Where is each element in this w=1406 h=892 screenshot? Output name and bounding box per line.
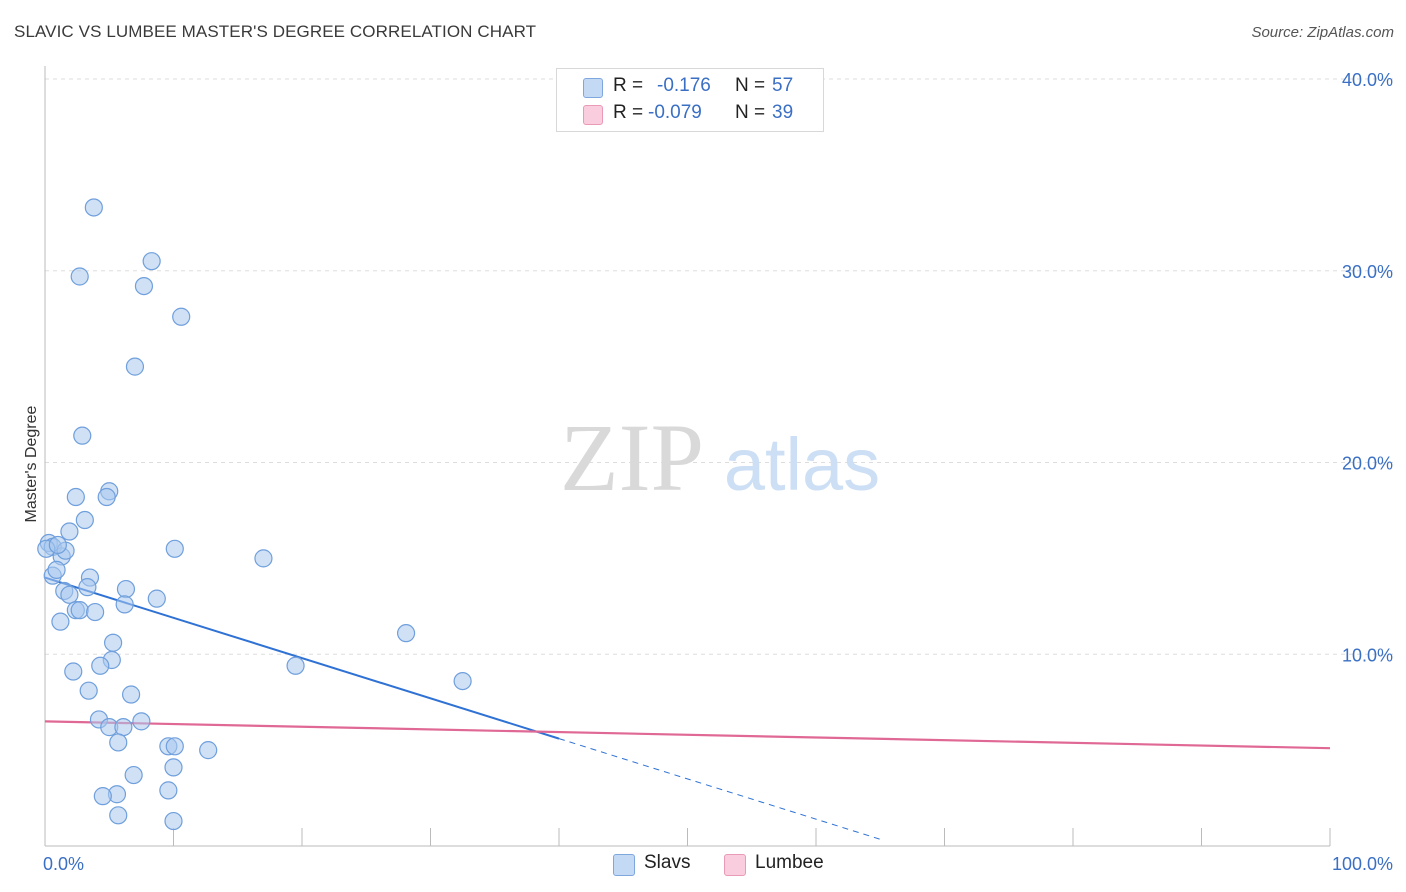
slavs-legend-swatch [613,854,635,876]
slavs-point [60,585,79,604]
slavs-point [396,624,416,643]
slavs-point [254,549,273,568]
x-tick-label: 100.0% [1332,854,1393,874]
slavs-point [91,656,110,675]
source-label: Source: ZipAtlas.com [1251,24,1394,41]
slavs-point [70,601,89,620]
slavs-n-label: N = [735,75,766,96]
slavs-point [199,741,218,760]
y-tick-label: 10.0% [1342,645,1393,665]
slavs-point [114,718,133,737]
slavs-point [134,276,154,296]
slavs-point [165,737,184,756]
lumbee-n-value: 39 [772,102,794,123]
slavs-point [172,307,191,326]
watermark-zip: ZIP [560,404,704,511]
slavs-legend-label: Slavs [644,852,691,873]
slavs-point [78,578,97,597]
tick-labels: 10.0% 20.0% 30.0% 40.0% 0.0% 100.0% [43,70,1393,874]
watermark-atlas: atlas [724,423,880,506]
lumbee-legend-label: Lumbee [755,852,824,873]
chart-title: SLAVIC VS LUMBEE MASTER'S DEGREE CORRELA… [14,22,537,41]
lumbee-n-label: N = [735,102,766,123]
grid-lines [45,78,1395,655]
lumbee-trend-line [44,720,1331,750]
slavs-point [164,811,183,831]
y-tick-label: 40.0% [1342,70,1393,90]
slavs-point [66,487,85,507]
slavs-point [109,806,128,825]
slavs-point [93,787,112,806]
slavs-trend-extension [558,738,881,840]
x-tick-label: 0.0% [43,854,84,874]
slavs-point [75,510,94,530]
slavs-point [70,267,89,286]
slavs-point [97,487,116,507]
lumbee-r-label: R = [613,102,644,123]
slavs-point [115,595,134,614]
slavs-point [47,560,66,579]
slavs-point [147,589,166,608]
slavs-point [84,198,103,217]
slavs-point [109,733,128,752]
slavs-point [453,671,472,691]
slavs-r-label: R = [613,75,644,96]
y-tick-label: 20.0% [1342,454,1393,474]
slavs-r-value: -0.176 [657,75,711,96]
slavs-point [165,539,184,558]
slavs-point [64,662,83,681]
slavs-point [48,535,67,555]
axes [44,66,1331,847]
watermark: ZIP atlas [560,404,880,511]
slavs-point [79,681,98,700]
data-points [37,198,472,831]
slavs-n-value: 57 [772,75,794,96]
correlation-legend: R = -0.176 N = 57 R = -0.079 N = 39 [556,68,824,132]
slavs-point [121,685,141,704]
slavs-point [142,252,161,271]
slavs-point [132,712,151,731]
slavs-point [164,758,183,777]
lumbee-swatch [583,105,603,125]
slavs-point [60,522,79,541]
trend-lines [44,576,1331,840]
slavs-point [86,602,105,622]
y-tick-label: 30.0% [1342,262,1393,282]
slavs-point [286,656,305,675]
lumbee-r-value: -0.079 [648,102,702,123]
lumbee-legend-swatch [724,854,746,876]
slavs-point [159,781,178,800]
slavs-point [51,612,70,631]
slavs-swatch [583,78,603,98]
slavs-point [124,765,143,785]
slavs-point [125,357,145,376]
slavs-point [73,426,92,445]
slavs-point [116,579,136,599]
slavs-point [104,633,123,652]
